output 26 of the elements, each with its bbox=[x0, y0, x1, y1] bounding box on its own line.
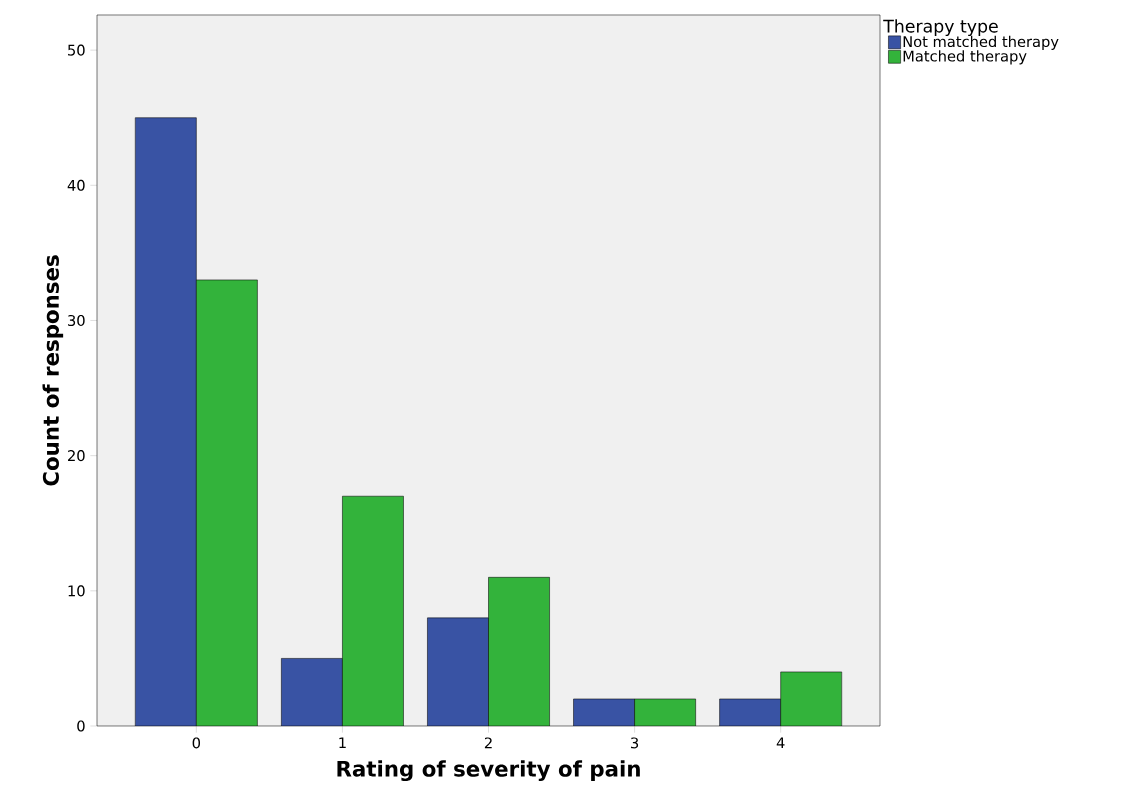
x-tick-label: 0 bbox=[192, 737, 201, 749]
bar bbox=[488, 577, 550, 726]
y-tick-label: 0 bbox=[77, 720, 85, 732]
x-axis-title: Rating of severity of pain bbox=[337, 760, 640, 782]
y-tick-label: 20 bbox=[68, 450, 85, 462]
bar bbox=[342, 496, 404, 726]
y-tick-label: 10 bbox=[68, 585, 85, 597]
legend-title: Therapy type bbox=[883, 19, 998, 37]
x-tick-label: 4 bbox=[776, 737, 785, 749]
bar bbox=[196, 279, 258, 726]
x-tick-label: 1 bbox=[339, 737, 346, 749]
legend-label: Not matched therapy bbox=[903, 35, 1059, 50]
x-tick-label: 2 bbox=[484, 737, 492, 749]
legend-label: Matched therapy bbox=[903, 50, 1027, 65]
bar bbox=[719, 698, 781, 726]
y-axis-title: Count of responses bbox=[42, 255, 64, 486]
bar bbox=[427, 617, 489, 726]
bar bbox=[573, 698, 635, 726]
bar bbox=[135, 117, 197, 726]
y-tick-label: 30 bbox=[68, 314, 85, 327]
y-tick-label: 50 bbox=[68, 44, 85, 56]
bar bbox=[634, 698, 696, 726]
bar bbox=[780, 671, 843, 726]
bar bbox=[281, 658, 343, 726]
y-tick-label: 40 bbox=[67, 179, 85, 191]
x-tick-label: 3 bbox=[631, 737, 639, 749]
